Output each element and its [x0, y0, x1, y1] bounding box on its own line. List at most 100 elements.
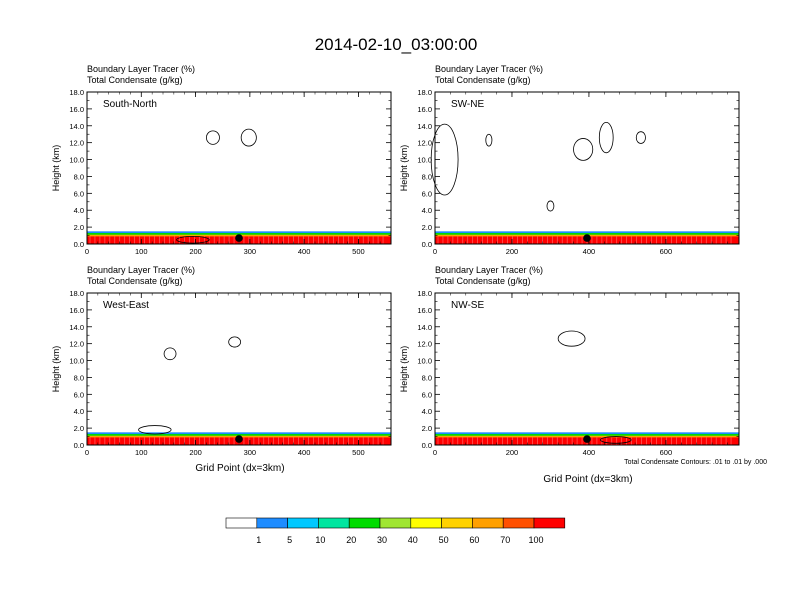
y-tick-label: 4.0 — [74, 407, 84, 416]
y-tick-label: 8.0 — [422, 373, 432, 382]
y-tick-label: 8.0 — [422, 172, 432, 181]
panel-label: SW-NE — [451, 99, 484, 110]
y-tick-label: 18.0 — [417, 289, 432, 298]
colorbar-label: 10 — [315, 535, 325, 545]
condensate-contour — [600, 436, 632, 444]
x-tick-label: 0 — [433, 247, 437, 256]
colorbar-cell — [502, 517, 535, 529]
y-tick-label: 16.0 — [69, 306, 84, 315]
condensate-contour — [430, 123, 459, 196]
colorbar-label: 50 — [439, 535, 449, 545]
panel-subtitle-line1: Boundary Layer Tracer (%) — [87, 64, 195, 74]
colorbar-cell — [287, 517, 319, 529]
y-tick-label: 14.0 — [417, 122, 432, 131]
panels: Boundary Layer Tracer (%)Total Condensat… — [51, 64, 740, 457]
figure-title: 2014-02-10_03:00:00 — [315, 35, 478, 54]
y-tick-label: 18.0 — [69, 88, 84, 97]
y-tick-label: 4.0 — [422, 206, 432, 215]
y-tick-label: 2.0 — [74, 424, 84, 433]
condensate-contour — [573, 138, 594, 161]
colorbar-label: 5 — [287, 535, 292, 545]
colorbar-cell — [348, 517, 381, 529]
condensate-contour — [485, 133, 493, 147]
y-tick-label: 12.0 — [69, 340, 84, 349]
panel-west-east: Boundary Layer Tracer (%)Total Condensat… — [51, 265, 392, 457]
colorbar-label: 60 — [469, 535, 479, 545]
y-tick-label: 4.0 — [422, 407, 432, 416]
y-axis-label: Height (km) — [399, 145, 409, 192]
y-tick-label: 4.0 — [74, 206, 84, 215]
panel-subtitle-line2: Total Condensate (g/kg) — [87, 276, 183, 286]
x-axis-label-left: Grid Point (dx=3km) — [195, 463, 284, 474]
colorbar-cell — [379, 517, 412, 529]
x-tick-label: 300 — [244, 247, 257, 256]
location-marker — [583, 435, 591, 443]
x-tick-label: 300 — [244, 448, 257, 457]
condensate-contour — [163, 347, 177, 361]
condensate-contour — [557, 330, 586, 347]
plot-frame — [86, 292, 392, 446]
panel-subtitle-line2: Total Condensate (g/kg) — [435, 75, 531, 85]
condensate-contour — [206, 130, 220, 145]
x-tick-label: 0 — [85, 448, 89, 457]
y-tick-label: 12.0 — [417, 139, 432, 148]
y-tick-label: 0.0 — [74, 240, 84, 249]
condensate-contour — [635, 131, 646, 144]
colorbar-label: 40 — [408, 535, 418, 545]
location-marker — [235, 234, 243, 242]
colorbar-cell — [410, 517, 442, 529]
x-tick-label: 600 — [660, 448, 673, 457]
y-tick-label: 14.0 — [69, 122, 84, 131]
y-tick-label: 6.0 — [74, 189, 84, 198]
panel-label: NW-SE — [451, 300, 484, 311]
x-tick-label: 500 — [352, 448, 365, 457]
x-tick-label: 100 — [135, 247, 148, 256]
colorbar-label: 70 — [500, 535, 510, 545]
colorbar-cell — [472, 517, 504, 529]
y-tick-label: 0.0 — [422, 441, 432, 450]
y-tick-label: 2.0 — [422, 223, 432, 232]
x-tick-label: 200 — [506, 247, 519, 256]
y-tick-label: 10.0 — [69, 357, 84, 366]
location-marker — [583, 234, 591, 242]
panel-subtitle-line2: Total Condensate (g/kg) — [435, 276, 531, 286]
y-tick-label: 18.0 — [417, 88, 432, 97]
y-tick-label: 18.0 — [69, 289, 84, 298]
x-tick-label: 200 — [189, 247, 202, 256]
colorbar-label: 1 — [256, 535, 261, 545]
plot-frame — [86, 91, 392, 245]
x-tick-label: 200 — [189, 448, 202, 457]
colorbar-label: 20 — [346, 535, 356, 545]
x-tick-label: 400 — [583, 448, 596, 457]
panel-subtitle-line1: Boundary Layer Tracer (%) — [87, 265, 195, 275]
y-axis-label: Height (km) — [399, 346, 409, 393]
condensate-contour — [240, 128, 257, 147]
panel-label: West-East — [103, 300, 149, 311]
location-marker — [235, 435, 243, 443]
x-tick-label: 400 — [583, 247, 596, 256]
condensate-contour — [176, 235, 210, 244]
y-axis-label: Height (km) — [51, 346, 61, 393]
plot-frame — [434, 91, 740, 245]
x-tick-label: 600 — [660, 247, 673, 256]
y-tick-label: 0.0 — [422, 240, 432, 249]
colorbar-cell — [256, 517, 288, 529]
y-tick-label: 6.0 — [422, 390, 432, 399]
y-tick-label: 14.0 — [69, 323, 84, 332]
colorbar-label: 100 — [528, 535, 543, 545]
y-tick-label: 2.0 — [422, 424, 432, 433]
colorbar-cell — [533, 517, 566, 529]
panel-label: South-North — [103, 99, 157, 110]
panel-south-north: Boundary Layer Tracer (%)Total Condensat… — [51, 64, 392, 256]
x-tick-label: 0 — [433, 448, 437, 457]
x-tick-label: 100 — [135, 448, 148, 457]
y-tick-label: 16.0 — [417, 306, 432, 315]
x-tick-label: 200 — [506, 448, 519, 457]
y-tick-label: 8.0 — [74, 172, 84, 181]
panel-sw-ne: Boundary Layer Tracer (%)Total Condensat… — [399, 64, 740, 256]
condensate-contour — [228, 336, 242, 348]
colorbar-cell — [225, 517, 258, 529]
colorbar-label: 30 — [377, 535, 387, 545]
plot-frame — [434, 292, 740, 446]
